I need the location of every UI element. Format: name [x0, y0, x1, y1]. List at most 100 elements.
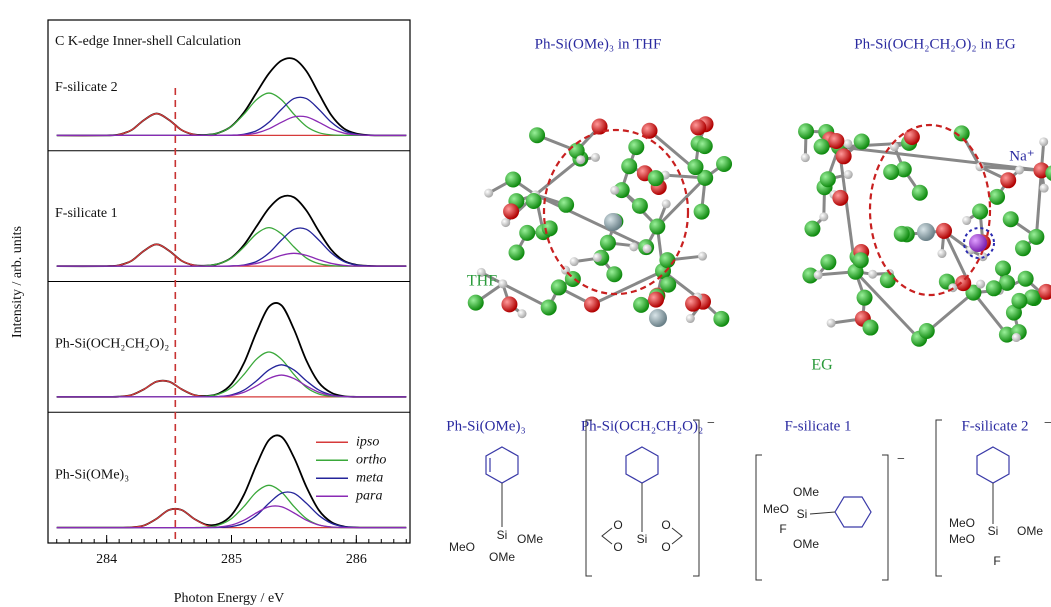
atom: [519, 225, 535, 241]
molecular-models: [468, 116, 1051, 347]
atom: [558, 197, 574, 213]
atom: [716, 156, 732, 172]
bond: [973, 293, 1006, 335]
solvent-label: THF: [467, 273, 497, 290]
page: {"chart_data": {"type": "line", "title":…: [0, 0, 1051, 607]
atom: [501, 218, 510, 227]
spectrum-line: [57, 506, 407, 528]
atom: [591, 153, 600, 162]
legend-label: meta: [356, 470, 383, 485]
atom: [659, 252, 675, 268]
atom-label: O: [661, 540, 670, 554]
atom: [570, 257, 579, 266]
atom: [801, 153, 810, 162]
atom: [937, 249, 946, 258]
atom: [697, 138, 713, 154]
bracket: [936, 420, 942, 576]
atom: [912, 185, 928, 201]
atom: [853, 252, 869, 268]
atom: [880, 272, 896, 288]
structure-3: − OMe MeO Si F OMe: [756, 452, 905, 580]
structure-4: − MeO MeO Si OMe F: [936, 416, 1051, 576]
atom: [505, 172, 521, 188]
legend-label: ipso: [356, 434, 379, 449]
atom: [832, 190, 848, 206]
atom-label: F: [779, 522, 786, 536]
atom: [694, 204, 710, 220]
structure-name: Ph-Si(OCH₂CH₂O)₂: [581, 418, 703, 434]
atom: [685, 296, 701, 312]
atom-label: Si: [988, 524, 999, 538]
panel-label: F-silicate 1: [55, 206, 118, 221]
atom: [1000, 172, 1016, 188]
atom: [995, 261, 1011, 277]
charge: −: [897, 452, 905, 467]
atom: [820, 171, 836, 187]
atom-label: F: [993, 554, 1000, 568]
x-tick-label: 286: [346, 552, 367, 567]
atom: [1015, 165, 1024, 174]
benzene-ring: [835, 497, 871, 527]
atom: [606, 266, 622, 282]
atom: [713, 311, 729, 327]
silicon-atom: [917, 223, 935, 241]
benzene-ring: [977, 447, 1009, 483]
atom: [962, 216, 971, 225]
atom-label: MeO: [763, 502, 789, 516]
structure-name: F-silicate 1: [784, 418, 851, 434]
atom: [1028, 229, 1044, 245]
spectrum-line: [57, 228, 407, 266]
atom-label: MeO: [949, 532, 975, 546]
structure-2: − O O Si O O: [586, 416, 715, 576]
atom: [972, 203, 988, 219]
atom: [541, 299, 557, 315]
chart-title: C K-edge Inner-shell Calculation: [55, 34, 241, 49]
atom: [1039, 137, 1048, 146]
atom: [643, 244, 652, 253]
atom: [662, 199, 671, 208]
atom: [1012, 333, 1021, 342]
ion-label: Na⁺: [1009, 148, 1034, 164]
atom: [814, 139, 830, 155]
atom: [551, 279, 567, 295]
atom: [976, 280, 985, 289]
atom: [468, 295, 484, 311]
atom: [844, 170, 853, 179]
benzene-ring: [486, 447, 518, 483]
atom: [1011, 293, 1027, 309]
atom: [843, 139, 852, 148]
atom: [819, 212, 828, 221]
atom: [498, 279, 507, 288]
spectrum-line: [57, 93, 407, 135]
atom: [509, 245, 525, 261]
atom: [986, 280, 1002, 296]
charge: −: [707, 416, 715, 431]
atom: [501, 296, 517, 312]
atom: [955, 275, 971, 291]
atom: [804, 221, 820, 237]
legend-label: para: [355, 488, 382, 503]
atom: [526, 193, 542, 209]
atom: [632, 198, 648, 214]
structure-name: F-silicate 2: [961, 418, 1028, 434]
atom: [894, 226, 910, 242]
atom-label: OMe: [489, 550, 515, 564]
spectrum-line: [57, 228, 407, 266]
spectrum-line: [57, 58, 407, 135]
spectrum-line: [57, 365, 407, 397]
legend-label: ortho: [356, 452, 386, 467]
atom: [890, 142, 899, 151]
spectrum-line: [57, 485, 407, 527]
atom: [660, 277, 676, 293]
atom: [1018, 271, 1034, 287]
silicon-atom: [649, 309, 667, 327]
atom: [633, 297, 649, 313]
atom-label: MeO: [449, 540, 475, 554]
atom-label: O: [613, 518, 622, 532]
atom: [868, 270, 877, 279]
panel-label: F-silicate 2: [55, 80, 118, 95]
x-axis-label: Photon Energy / eV: [174, 591, 285, 606]
y-axis-label: Intensity / arb. units: [10, 226, 25, 338]
atom: [1003, 211, 1019, 227]
atom-label: OMe: [793, 537, 819, 551]
